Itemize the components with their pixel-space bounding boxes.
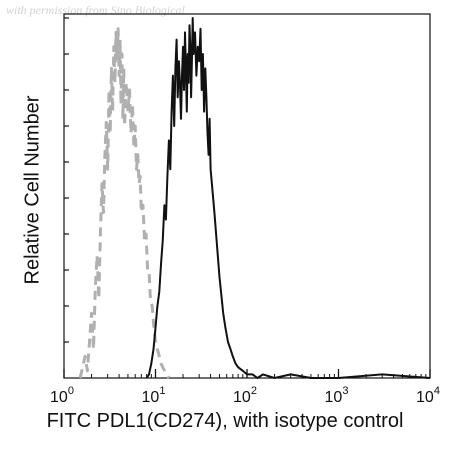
ticks-layer [63, 17, 431, 378]
series-layer [78, 17, 431, 379]
x-tick-label: 101 [142, 385, 166, 406]
pdl1-histogram [145, 17, 431, 379]
x-tick-label: 103 [325, 385, 349, 406]
plot-frame [63, 13, 431, 379]
y-axis-label: Relative Cell Number [21, 95, 44, 285]
x-tick-label: 102 [233, 385, 257, 406]
isotype-control-histogram [78, 27, 171, 379]
x-tick-label: 100 [50, 385, 74, 406]
x-axis-label: FITC PDL1(CD274), with isotype control [46, 410, 404, 432]
plot-border [63, 13, 431, 379]
tick-labels-layer: 100 101 102 103 104 [50, 385, 440, 406]
x-tick-label: 104 [416, 385, 440, 406]
